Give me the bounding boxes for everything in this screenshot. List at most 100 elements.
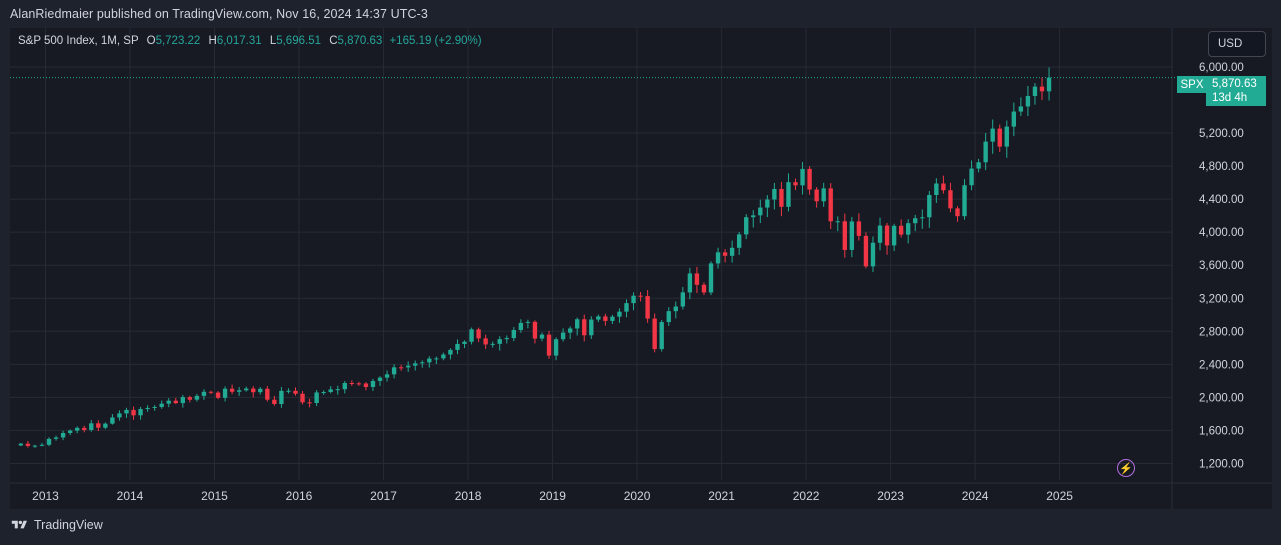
candle-body xyxy=(758,207,763,216)
x-tick-label: 2014 xyxy=(117,489,144,503)
candle-body xyxy=(293,390,298,394)
candle-body xyxy=(300,393,305,403)
candle-body xyxy=(518,322,524,330)
candle-body xyxy=(236,390,242,392)
candle-body xyxy=(32,445,38,447)
candle-body xyxy=(927,195,932,218)
candle-body xyxy=(1032,86,1038,97)
candle-body xyxy=(145,407,150,410)
candle-body xyxy=(729,247,735,256)
candle-body xyxy=(539,334,545,339)
x-tick-label: 2023 xyxy=(877,489,904,503)
candle-body xyxy=(617,311,622,317)
candle-body xyxy=(920,217,925,219)
candle-body xyxy=(708,263,714,293)
candle-body xyxy=(258,388,263,393)
candle-body xyxy=(1046,77,1052,92)
x-tick-label: 2020 xyxy=(624,489,651,503)
candle-body xyxy=(567,328,573,333)
candle-body xyxy=(849,221,855,250)
candle-body xyxy=(244,388,249,391)
candle-body xyxy=(525,321,531,323)
candle-body xyxy=(60,432,66,438)
candle-body xyxy=(307,402,312,404)
candle-body xyxy=(800,168,805,186)
x-tick-label: 2017 xyxy=(370,489,397,503)
candle-body xyxy=(504,338,509,340)
last-price-tag: 5,870.63 13d 4h xyxy=(1206,76,1266,106)
close-value: 5,870.63 xyxy=(337,35,383,47)
brand-name: TradingView xyxy=(34,518,103,532)
chart-pane[interactable] xyxy=(10,28,1272,509)
candle-body xyxy=(666,311,671,323)
candle-body xyxy=(75,427,80,431)
publisher-caption: AlanRiedmaier published on TradingView.c… xyxy=(10,7,428,21)
candle-body xyxy=(117,413,122,418)
candle-body xyxy=(877,225,883,243)
y-tick-label: 5,200.00 xyxy=(1199,128,1244,140)
open-value: 5,723.22 xyxy=(155,35,201,47)
candle-body xyxy=(821,188,826,202)
candle-body xyxy=(582,319,587,336)
candle-body xyxy=(279,390,284,404)
candle-body xyxy=(870,242,876,267)
y-tick-label: 6,000.00 xyxy=(1199,62,1244,74)
candle-body xyxy=(652,318,657,350)
candle-body xyxy=(596,316,601,320)
candle-body xyxy=(208,391,214,393)
candle-body xyxy=(546,334,552,356)
candle-body xyxy=(884,225,890,246)
x-tick-label: 2022 xyxy=(793,489,820,503)
candle-body xyxy=(67,430,73,433)
candle-body xyxy=(138,409,143,416)
candle-body xyxy=(490,343,495,345)
candle-body xyxy=(1039,86,1045,92)
currency-button[interactable]: USD xyxy=(1208,31,1266,57)
candle-body xyxy=(455,343,460,350)
candle-body xyxy=(265,388,270,400)
close-label: C xyxy=(329,35,338,47)
candle-body xyxy=(335,389,340,391)
y-tick-label: 4,800.00 xyxy=(1199,161,1244,173)
candle-body xyxy=(173,400,178,404)
candle-body xyxy=(497,339,502,344)
candle-body xyxy=(441,354,446,359)
candle-body xyxy=(314,392,319,404)
candle-body xyxy=(349,383,355,385)
open-label: O xyxy=(146,35,156,47)
candle-body xyxy=(363,383,369,387)
candle-body xyxy=(187,397,193,400)
candle-body xyxy=(842,221,847,250)
x-tick-label: 2016 xyxy=(286,489,313,503)
high-label: H xyxy=(208,35,217,47)
candle-body xyxy=(694,273,700,285)
candle-body xyxy=(18,443,24,446)
candle-body xyxy=(560,332,566,340)
candle-body xyxy=(159,403,164,407)
x-tick-label: 2013 xyxy=(32,489,59,503)
candle-body xyxy=(807,168,812,190)
candle-body xyxy=(427,358,432,363)
bar-countdown: 13d 4h xyxy=(1212,92,1248,104)
candle-body xyxy=(483,338,488,345)
candle-body xyxy=(1018,106,1024,112)
y-tick-label: 3,600.00 xyxy=(1199,260,1244,272)
ohlc-legend: S&P 500 Index, 1M, SP O5,723.22 H6,017.3… xyxy=(18,35,482,47)
candle-body xyxy=(272,399,277,404)
candle-body xyxy=(793,182,798,186)
brand-footer[interactable]: TradingView xyxy=(10,518,103,532)
lightning-icon[interactable]: ⚡ xyxy=(1117,459,1135,477)
candle-body xyxy=(201,391,207,396)
candle-body xyxy=(229,388,235,392)
symbol-price-tag: SPX xyxy=(1177,76,1207,93)
candle-body xyxy=(222,388,228,398)
candle-body xyxy=(835,221,840,223)
y-tick-label: 1,600.00 xyxy=(1199,425,1244,437)
candle-body xyxy=(420,362,425,364)
candle-body xyxy=(638,295,643,297)
candle-body xyxy=(772,188,777,200)
candle-body xyxy=(328,389,333,393)
candle-body xyxy=(779,188,784,207)
candle-body xyxy=(744,217,749,235)
